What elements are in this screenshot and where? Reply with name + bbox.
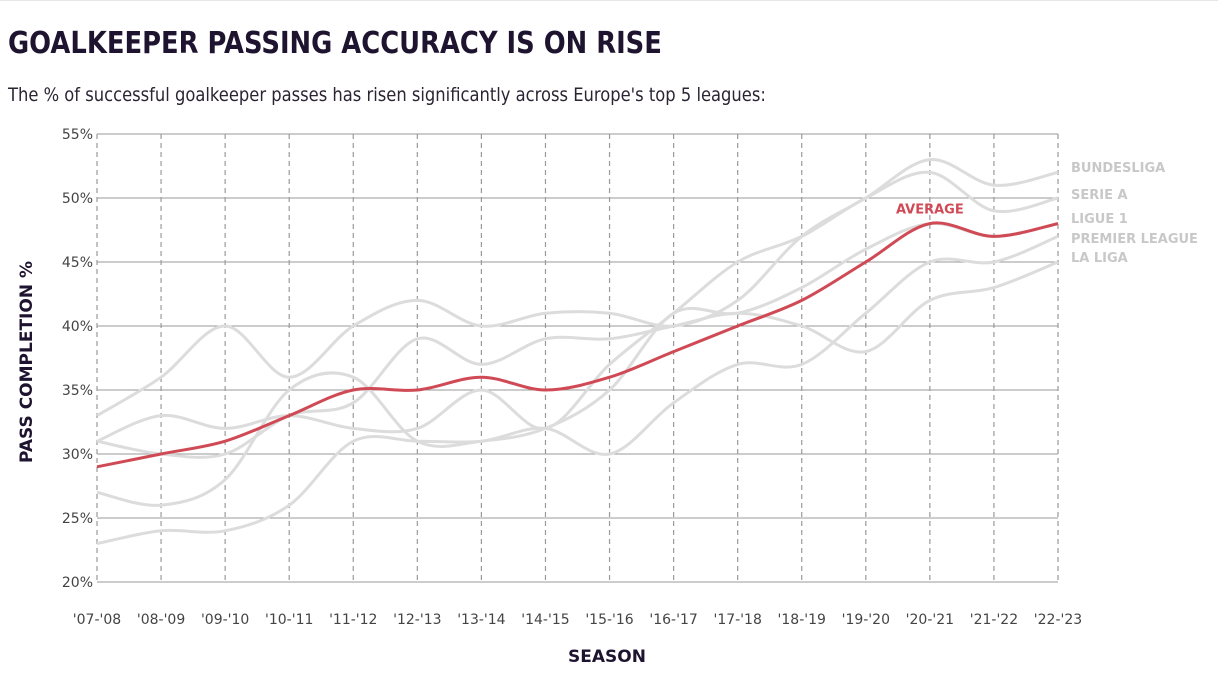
- average-label: AVERAGE: [896, 203, 964, 218]
- x-tick-label: '09-'10: [201, 612, 249, 628]
- x-axis-title: SEASON: [568, 647, 646, 667]
- x-tick-label: '12-'13: [393, 612, 441, 628]
- series-line-average: [96, 221, 1059, 469]
- x-tick-label: '16-'17: [649, 612, 697, 628]
- x-tick-label: '07-'08: [73, 612, 121, 628]
- y-tick-label: 25%: [62, 511, 93, 527]
- y-tick-label: 45%: [62, 255, 93, 271]
- top-rule: [0, 0, 1218, 1]
- legend-label-serie-a: SERIE A: [1071, 188, 1128, 203]
- x-tick-label: '22-'23: [1034, 612, 1082, 628]
- x-tick-label: '13-'14: [457, 612, 505, 628]
- y-tick-label: 55%: [62, 127, 93, 143]
- x-tick-label: '15-'16: [585, 612, 633, 628]
- x-tick-label: '11-'12: [329, 612, 377, 628]
- y-tick-label: 50%: [62, 191, 93, 207]
- x-tick-label: '10-'11: [265, 612, 313, 628]
- chart-subtitle: The % of successful goalkeeper passes ha…: [8, 84, 766, 106]
- x-tick-label: '19-'20: [842, 612, 890, 628]
- x-tick-label: '14-'15: [521, 612, 569, 628]
- series-line-ligue-1: [96, 221, 1059, 507]
- legend-label-bundesliga: BUNDESLIGA: [1071, 161, 1165, 176]
- y-tick-label: 40%: [62, 319, 93, 335]
- x-tick-label: '18-'19: [778, 612, 826, 628]
- series-line-premier-league: [96, 235, 1059, 546]
- series-line-bundesliga: [96, 158, 1059, 417]
- x-tick-label: '08-'09: [137, 612, 185, 628]
- y-axis-title: PASS COMPLETION %: [17, 261, 37, 463]
- chart-title: GOALKEEPER PASSING ACCURACY IS ON RISE: [8, 26, 662, 61]
- y-tick-label: 35%: [62, 383, 93, 399]
- y-tick-label: 20%: [62, 575, 93, 591]
- x-tick-label: '21-'22: [970, 612, 1018, 628]
- x-tick-label: '20-'21: [906, 612, 954, 628]
- x-tick-label: '17-'18: [713, 612, 761, 628]
- y-tick-label: 30%: [62, 447, 93, 463]
- legend-label-premier-league: PREMIER LEAGUE: [1071, 232, 1198, 247]
- legend-label-la-liga: LA LIGA: [1071, 251, 1128, 266]
- series-line-la-liga: [96, 260, 1059, 459]
- legend-label-ligue-1: LIGUE 1: [1071, 212, 1128, 227]
